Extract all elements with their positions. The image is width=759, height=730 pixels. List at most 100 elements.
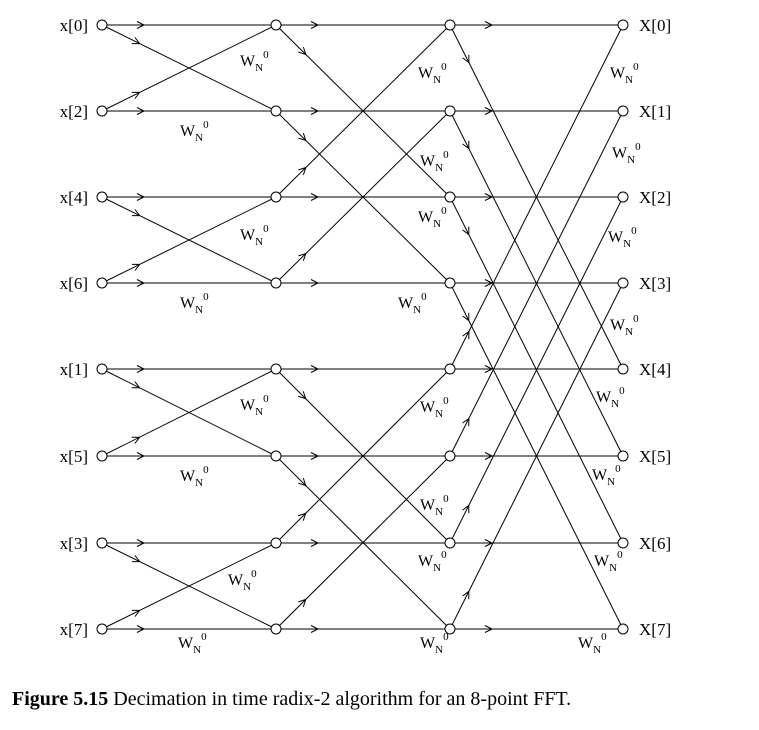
output-labels: X[0] X[1] X[2] X[3] X[4] X[5] X[6] X[7] [639,16,671,639]
arrowhead [484,539,494,547]
twiddle-factor: WN0 [610,313,639,338]
arrowhead [136,365,146,373]
arrowhead [462,417,470,427]
output-label: X[4] [639,360,671,379]
node-circle [96,537,108,549]
fft-butterfly-diagram: x[0] x[2] x[4] x[6] x[1] x[5] x[3] x[7] X[0] X[1… [60,16,671,656]
input-label: x[2] [60,102,88,121]
branch-line [275,110,451,284]
branch-line [101,542,277,630]
arrowhead [310,539,320,547]
twiddle-factor: WN0 [420,631,449,656]
node-circle [96,191,108,203]
arrowhead [310,279,320,287]
input-label: x[4] [60,188,88,207]
arrowhead [136,21,146,29]
node-circle [617,450,629,462]
figure-caption: Figure 5.15 Decimation in time radix-2 a… [12,688,752,711]
arrowhead [298,166,307,176]
arrowhead [462,226,470,236]
flow-arrows [131,21,494,633]
twiddle-factor: WN0 [240,393,269,418]
node-circle [444,19,456,31]
node-circle [96,19,108,31]
arrowhead [310,452,320,460]
node-circle [270,19,282,31]
arrowhead [131,209,141,217]
node-circle [617,191,629,203]
arrowhead [131,381,141,389]
twiddle-factor: WN0 [420,493,449,518]
arrowhead [310,625,320,633]
node-circle [444,537,456,549]
arrowhead [310,21,320,29]
node-circles [96,19,629,635]
node-circle [617,623,629,635]
arrowhead [462,54,470,64]
node-circle [444,623,456,635]
twiddle-factor-labels: WN0 WN0 WN0 WN0 WN0 WN0 WN0 WN0 WN0 WN0 WN0 WN0 WN0 W… [178,49,641,656]
arrowhead [131,436,141,444]
arrowhead [484,365,494,373]
input-label: x[3] [60,534,88,553]
output-label: X[0] [639,16,671,35]
arrowhead [298,252,307,262]
arrowhead [310,193,320,201]
input-labels: x[0] x[2] x[4] x[6] x[1] x[5] x[3] x[7] [60,16,88,639]
twiddle-factor: WN0 [608,225,637,250]
arrowhead [136,625,146,633]
node-circle [270,191,282,203]
input-label: x[6] [60,274,88,293]
branch-line [101,196,277,284]
node-circle [444,105,456,117]
arrowhead [484,452,494,460]
arrowhead [136,193,146,201]
output-label: X[5] [639,447,671,466]
signal-lines [101,24,624,630]
arrowhead [131,555,141,563]
input-label: x[5] [60,447,88,466]
output-label: X[6] [639,534,671,553]
node-circle [617,363,629,375]
arrowhead [484,21,494,29]
branch-line [101,24,277,112]
node-circle [96,450,108,462]
node-circle [617,19,629,31]
arrowhead [136,539,146,547]
arrowhead [136,452,146,460]
node-circle [96,623,108,635]
arrowhead [484,193,494,201]
twiddle-factor: WN0 [240,223,269,248]
arrowhead [462,330,470,340]
arrowhead [298,46,307,56]
input-label: x[7] [60,620,88,639]
node-circle [270,363,282,375]
node-circle [96,105,108,117]
arrowhead [310,107,320,115]
node-circle [617,537,629,549]
output-label: X[1] [639,102,671,121]
arrowhead [462,504,470,514]
arrowhead [310,365,320,373]
node-circle [270,623,282,635]
arrowhead [462,140,470,150]
output-label: X[7] [639,620,671,639]
arrowhead [484,279,494,287]
node-circle [617,105,629,117]
arrowhead [131,609,141,617]
caption-label: Figure 5.15 [12,688,109,710]
input-label: x[1] [60,360,88,379]
twiddle-factor: WN0 [610,61,639,86]
arrowhead [131,37,141,45]
caption-text: Decimation in time radix-2 algorithm for… [108,688,572,710]
branch-line [101,368,277,457]
node-circle [270,450,282,462]
twiddle-factor: WN0 [398,291,427,316]
twiddle-factor: WN0 [596,385,625,410]
twiddle-factor: WN0 [592,463,621,488]
branch-line [449,196,624,544]
arrowhead [136,279,146,287]
node-circle [270,105,282,117]
node-circle [444,191,456,203]
branch-line [449,282,624,630]
